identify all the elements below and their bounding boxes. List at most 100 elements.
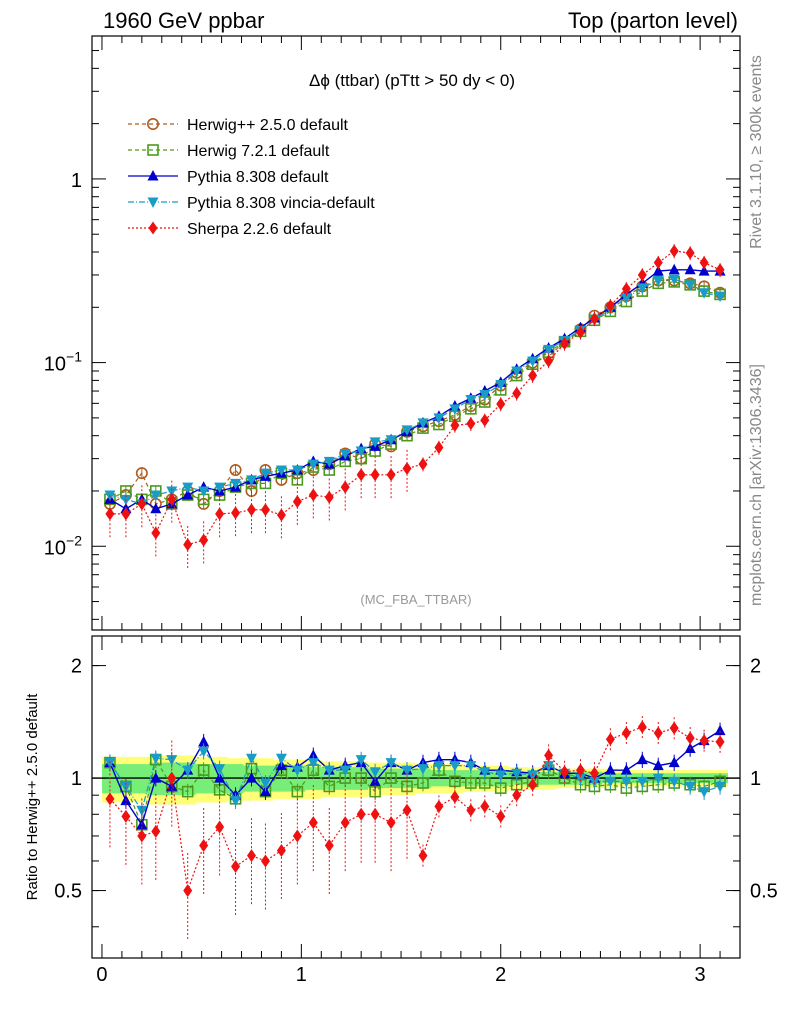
data-point-sherpa: [231, 506, 240, 519]
series-herwig7: [105, 277, 725, 509]
ratio-point-sherpa: [654, 727, 663, 740]
ratio-point-sherpa: [215, 820, 224, 833]
data-point-sherpa: [261, 503, 270, 516]
legend-label: Herwig++ 2.5.0 default: [187, 117, 349, 134]
x-tick-label: 1: [296, 964, 307, 986]
ratio-y-tick-label: 2: [71, 656, 82, 678]
series-herwigpp: [105, 275, 726, 509]
data-point-sherpa: [387, 468, 396, 481]
ratio-point-sherpa: [544, 749, 553, 762]
data-point-pythia: [669, 264, 680, 275]
data-point-sherpa: [277, 508, 286, 521]
data-point-sherpa: [466, 417, 475, 430]
ratio-point-sherpa: [512, 789, 521, 802]
legend-marker-vincia: [148, 198, 159, 209]
ratio-point-sherpa: [261, 854, 270, 867]
legend-label: Sherpa 2.2.6 default: [187, 221, 332, 238]
ratio-point-pythia: [621, 764, 632, 775]
ratio-point-sherpa: [700, 734, 709, 747]
data-point-sherpa: [403, 462, 412, 475]
data-point-sherpa: [341, 481, 350, 494]
ratio-point-vincia: [230, 796, 241, 807]
ratio-y-tick-label-right: 0.5: [750, 881, 778, 903]
data-point-sherpa: [700, 256, 709, 269]
ratio-point-sherpa: [151, 825, 160, 838]
main-y-tick-label: 1: [71, 170, 82, 192]
ratio-point-sherpa: [357, 808, 366, 821]
ratio-y-tick-label-right: 2: [750, 656, 761, 678]
ratio-point-sherpa: [466, 804, 475, 817]
series-line-herwig7: [110, 282, 720, 504]
main-series-layer: [104, 244, 725, 569]
ratio-point-sherpa: [293, 829, 302, 842]
ratio-point-sherpa: [638, 720, 647, 733]
analysis-watermark: (MC_FBA_TTBAR): [360, 592, 471, 607]
ratio-point-sherpa: [686, 732, 695, 745]
data-point-sherpa: [151, 527, 160, 540]
data-point-sherpa: [480, 414, 489, 427]
main-y-tick-label: 10−2: [44, 532, 82, 559]
ratio-point-sherpa: [137, 829, 146, 842]
data-point-vincia: [198, 486, 209, 497]
data-point-sherpa: [309, 489, 318, 502]
ratio-point-sherpa: [606, 733, 615, 746]
ratio-point-sherpa: [199, 839, 208, 852]
series-sherpa: [105, 244, 724, 569]
x-tick-label: 2: [495, 964, 506, 986]
data-point-sherpa: [247, 503, 256, 516]
series-line-vincia: [110, 279, 720, 504]
data-point-sherpa: [105, 507, 114, 520]
data-point-sherpa: [357, 468, 366, 481]
ratio-point-sherpa: [418, 849, 427, 862]
ratio-y-tick-label: 0.5: [54, 881, 82, 903]
legend-item-pythia: Pythia 8.308 default: [128, 169, 329, 186]
ratio-point-sherpa: [277, 844, 286, 857]
legend-marker-pythia: [148, 170, 159, 181]
main-plot-title: Δϕ (ttbar) (pTtt > 50 dy < 0): [309, 71, 515, 90]
ratio-y-tick-label: 1: [71, 768, 82, 790]
data-point-sherpa: [496, 398, 505, 411]
data-point-sherpa: [325, 491, 334, 504]
ratio-point-pythia: [669, 757, 680, 768]
ratio-point-sherpa: [231, 860, 240, 873]
ratio-y-tick-label-right: 1: [750, 768, 761, 790]
ratio-point-sherpa: [716, 735, 725, 748]
ratio-point-sherpa: [183, 884, 192, 897]
ratio-series-layer: [104, 716, 725, 939]
ratio-point-sherpa: [496, 810, 505, 823]
ratio-point-sherpa: [622, 727, 631, 740]
data-point-sherpa: [137, 497, 146, 510]
data-point-sherpa: [512, 387, 521, 400]
legend-label: Pythia 8.308 vincia-default: [187, 195, 375, 212]
legend-item-vincia: Pythia 8.308 vincia-default: [128, 195, 375, 212]
data-point-sherpa: [638, 268, 647, 281]
data-point-sherpa: [183, 538, 192, 551]
ratio-point-sherpa: [371, 808, 380, 821]
data-point-sherpa: [215, 507, 224, 520]
data-point-sherpa: [670, 245, 679, 258]
series-pythia: [104, 264, 725, 513]
data-point-sherpa: [528, 369, 537, 382]
mcplots-reference-label: mcplots.cern.ch [arXiv:1306.3436]: [748, 364, 765, 606]
data-point-sherpa: [686, 247, 695, 260]
ratio-y-axis-label: Ratio to Herwig++ 2.5.0 default: [24, 693, 41, 901]
ratio-point-vincia: [685, 782, 696, 793]
x-tick-label: 0: [96, 964, 107, 986]
main-y-tick-label: 10−1: [44, 349, 82, 376]
legend-marker-sherpa: [149, 222, 158, 235]
header-left-label: 1960 GeV ppbar: [103, 8, 264, 33]
ratio-point-sherpa: [387, 816, 396, 829]
legend-label: Pythia 8.308 default: [187, 169, 329, 186]
series-line-pythia: [110, 270, 720, 509]
ratio-point-sherpa: [403, 804, 412, 817]
legend-item-herwigpp: Herwig++ 2.5.0 default: [128, 117, 349, 134]
legend-item-sherpa: Sherpa 2.2.6 default: [128, 221, 332, 238]
data-point-sherpa: [293, 495, 302, 508]
rivet-version-label: Rivet 3.1.10, ≥ 300k events: [748, 55, 765, 249]
ratio-point-sherpa: [670, 722, 679, 735]
ratio-point-sherpa: [480, 800, 489, 813]
